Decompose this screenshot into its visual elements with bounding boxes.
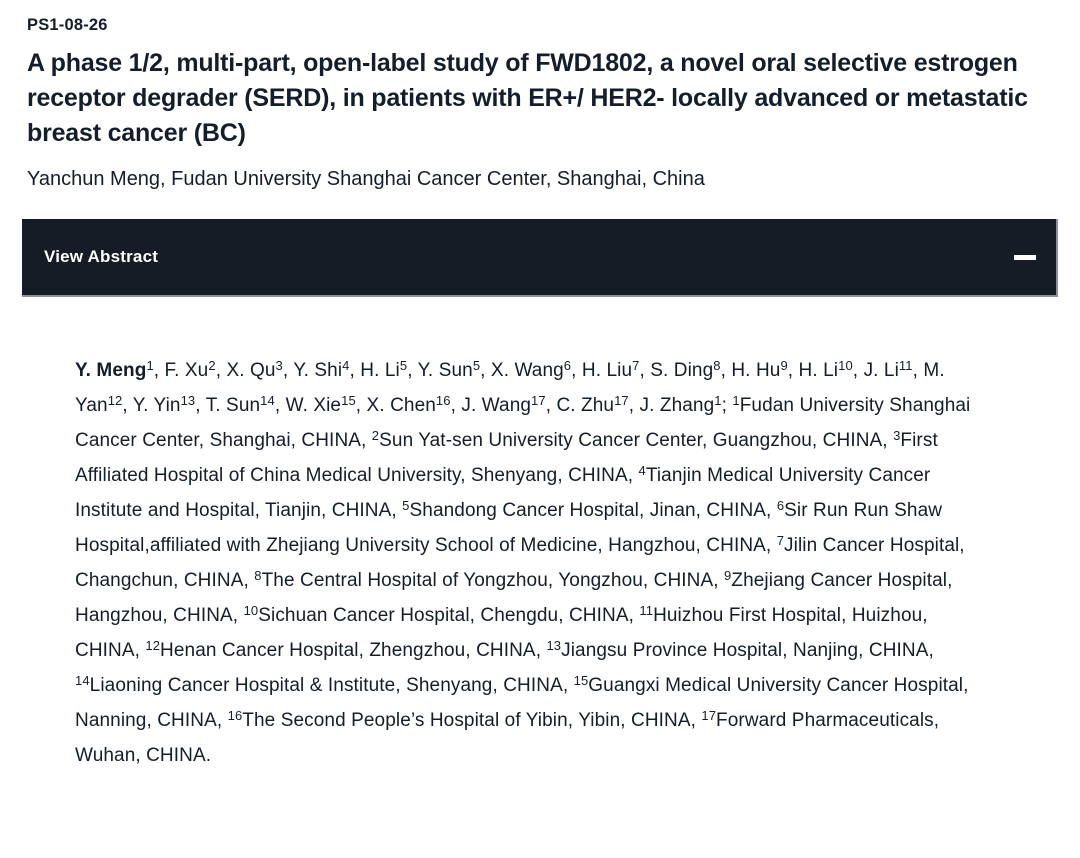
affiliation-number: 3 <box>893 428 901 444</box>
affiliation-number: 7 <box>776 533 785 549</box>
presenter-line: Yanchun Meng, Fudan University Shanghai … <box>27 168 705 190</box>
author-affiliation-ref: 12 <box>107 393 123 409</box>
affiliation-number: 17 <box>701 708 717 724</box>
affiliation-number: 9 <box>724 568 732 584</box>
affiliation-number: 12 <box>145 638 161 654</box>
author-name: J. Li <box>863 360 899 381</box>
affiliation-text: Zhejiang Cancer Hospital, Hangzhou, CHIN… <box>75 570 953 626</box>
affiliation-number: 5 <box>402 498 410 514</box>
author-affiliation-ref: 9 <box>780 358 788 374</box>
affiliation-text: Sichuan Cancer Hospital, Chengdu, CHINA, <box>258 605 640 626</box>
affiliation-text: Fudan University Shanghai Cancer Center,… <box>75 395 971 451</box>
author-name: H. Li <box>360 360 400 381</box>
author-affiliation-ref: 16 <box>435 393 451 409</box>
affiliation-number: 10 <box>243 603 259 619</box>
author-name: X. Chen <box>366 395 436 416</box>
affiliation-text: Forward Pharmaceuticals, Wuhan, CHINA. <box>75 710 940 766</box>
author-name: X. Qu <box>226 360 276 381</box>
view-abstract-toggle[interactable]: View Abstract <box>22 219 1058 297</box>
affiliation-text: The Central Hospital of Yongzhou, Yongzh… <box>261 570 725 591</box>
author-name: J. Zhang <box>639 395 715 416</box>
author-name: S. Ding <box>650 360 714 381</box>
affiliation-text: Henan Cancer Hospital, Zhengzhou, CHINA, <box>160 640 547 661</box>
session-code: PS1-08-26 <box>27 16 108 34</box>
affiliation-number: 13 <box>546 638 562 654</box>
author-affiliation-ref: 15 <box>341 393 356 409</box>
collapse-minus-icon[interactable] <box>1014 254 1036 260</box>
author-name: M. Yan <box>75 360 945 416</box>
author-affiliation-ref: 13 <box>180 393 196 409</box>
abstract-title: A phase 1/2, multi-part, open-label stud… <box>27 49 1028 147</box>
author-affiliation-ref: 5 <box>399 358 408 374</box>
affiliation-text: Shandong Cancer Hospital, Jinan, CHINA, <box>409 500 777 521</box>
author-name: Y. Meng <box>75 360 147 381</box>
author-affiliation-ref: 1 <box>714 393 722 409</box>
view-abstract-label: View Abstract <box>44 247 159 266</box>
author-affiliation-ref: 4 <box>342 358 350 374</box>
author-affiliation-ref: 8 <box>713 358 721 374</box>
authors-affiliations-paragraph: Y. Meng1, F. Xu2, X. Qu3, Y. Shi4, H. Li… <box>75 358 971 766</box>
affiliation-text: Huizhou First Hospital, Huizhou, CHINA, <box>75 605 928 661</box>
author-affiliation-ref: 17 <box>614 393 629 409</box>
author-name: T. Sun <box>205 395 261 416</box>
author-affiliation-ref: 11 <box>898 358 913 374</box>
affiliation-number: 16 <box>227 708 243 724</box>
author-name: H. Liu <box>581 360 633 381</box>
affiliation-number: 8 <box>254 568 262 584</box>
author-name: F. Xu <box>164 360 209 381</box>
affiliation-number: 1 <box>732 393 740 409</box>
affiliation-number: 4 <box>638 463 646 479</box>
affiliation-text: Sir Run Run Shaw Hospital,affiliated wit… <box>75 500 943 556</box>
author-affiliation-ref: 17 <box>531 393 546 409</box>
affiliation-number: 6 <box>776 498 785 514</box>
author-name: X. Wang <box>490 360 564 381</box>
affiliation-number: 14 <box>75 673 90 689</box>
affiliation-text: Tianjin Medical University Cancer Instit… <box>75 465 931 521</box>
author-name: C. Zhu <box>556 395 615 416</box>
author-name: Y. Shi <box>293 360 343 381</box>
author-name: H. Li <box>798 360 839 381</box>
affiliation-number: 15 <box>573 673 589 689</box>
author-name: Y. Sun <box>417 360 473 381</box>
affiliation-text: The Second People’s Hospital of Yibin, Y… <box>242 710 702 731</box>
affiliation-text: Jilin Cancer Hospital, Changchun, CHINA, <box>75 535 965 591</box>
author-affiliation-ref: 7 <box>632 358 640 374</box>
affiliation-number: 11 <box>639 603 654 619</box>
author-affiliation-ref: 14 <box>260 393 275 409</box>
author-affiliation-ref: 6 <box>563 358 572 374</box>
affiliation-text: Guangxi Medical University Cancer Hospit… <box>75 675 969 731</box>
affiliation-text: Sun Yat-sen University Cancer Center, Gu… <box>379 430 894 451</box>
affiliation-text: First Affiliated Hospital of China Medic… <box>75 430 938 486</box>
affiliation-text: Jiangsu Province Hospital, Nanjing, CHIN… <box>561 640 934 661</box>
author-name: H. Hu <box>731 360 781 381</box>
affiliation-number: 2 <box>371 428 380 444</box>
abstract-page: PS1-08-26 A phase 1/2, multi-part, open-… <box>0 16 1080 858</box>
author-name: Y. Yin <box>132 395 181 416</box>
author-affiliation-ref: 5 <box>472 358 481 374</box>
affiliation-text: Liaoning Cancer Hospital & Institute, Sh… <box>89 675 574 696</box>
author-affiliation-ref: 2 <box>208 358 216 374</box>
author-affiliation-ref: 1 <box>146 358 154 374</box>
author-affiliation-ref: 10 <box>838 358 853 374</box>
author-name: W. Xie <box>285 395 342 416</box>
author-affiliation-ref: 3 <box>275 358 283 374</box>
author-name: J. Wang <box>461 395 532 416</box>
